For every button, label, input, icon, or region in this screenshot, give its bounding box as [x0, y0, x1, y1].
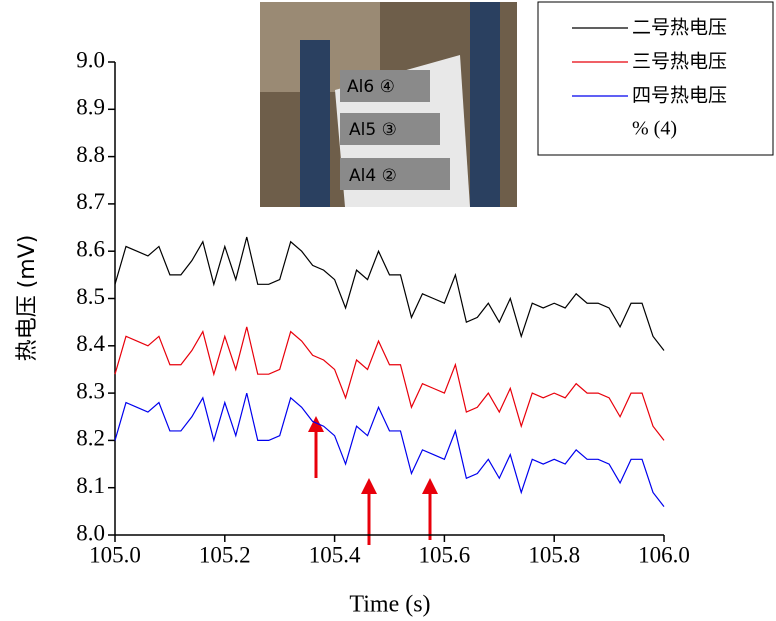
arrows — [308, 416, 438, 545]
y-tick-label: 8.8 — [76, 142, 105, 167]
series-line — [114, 392, 665, 507]
inset-label: Al5 ③ — [349, 120, 397, 140]
x-tick-label: 105.2 — [199, 542, 251, 567]
series-line — [114, 326, 665, 441]
x-tick-label: 105.8 — [528, 542, 580, 567]
inset-photo — [260, 2, 517, 207]
legend-label: 四号热电压 — [632, 85, 727, 107]
y-tick-label: 8.6 — [76, 236, 105, 261]
y-tick-label: 8.9 — [76, 95, 105, 120]
inset-label: Al6 ④ — [347, 77, 395, 97]
y-tick-label: 8.2 — [76, 426, 105, 451]
y-tick-label: 8.4 — [76, 331, 105, 356]
y-tick-label: 8.1 — [76, 473, 105, 498]
x-tick-label: 105.4 — [309, 542, 361, 567]
y-tick-label: 8.0 — [76, 520, 105, 545]
y-tick-label: 8.3 — [76, 378, 105, 403]
x-axis-label: Time (s) — [349, 592, 430, 618]
x-tick-label: 106.0 — [638, 542, 690, 567]
inset-label: Al4 ② — [349, 166, 397, 186]
x-tick-label: 105.6 — [419, 542, 471, 567]
y-axis-label: 热电压 (mV) — [15, 235, 40, 362]
legend-label: 二号热电压 — [632, 17, 727, 39]
y-tick-label: 8.5 — [76, 284, 105, 309]
x-tick-label: 105.0 — [89, 542, 141, 567]
y-tick-label: 8.7 — [76, 189, 105, 214]
legend-label: 三号热电压 — [632, 51, 727, 73]
y-tick-label: 9.0 — [76, 47, 105, 72]
series-line — [114, 236, 665, 351]
legend-note: % (4) — [632, 118, 677, 140]
